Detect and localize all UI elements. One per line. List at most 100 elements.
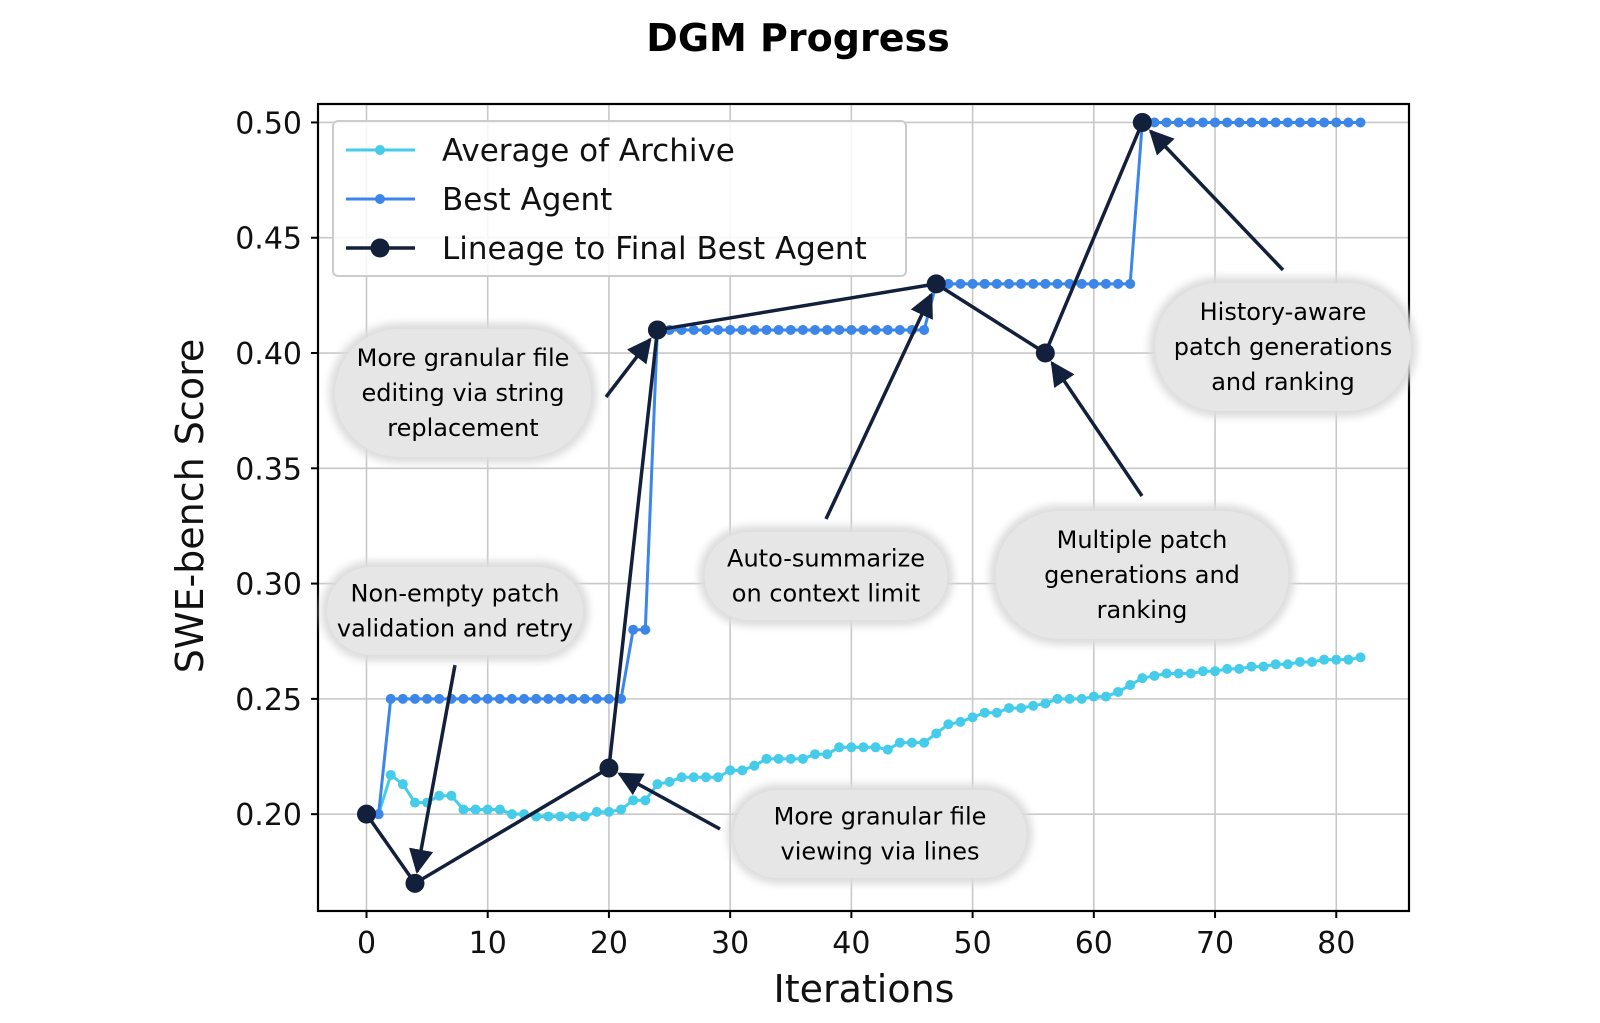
annotation-arrow — [617, 772, 721, 831]
series-layer — [356, 112, 1366, 893]
best-agent-point — [1246, 117, 1257, 128]
legend-label: Best Agent — [442, 182, 612, 218]
average-of-archive-point — [579, 811, 590, 822]
average-of-archive-point — [555, 811, 566, 822]
best-agent-point — [822, 324, 833, 335]
average-of-archive-point — [652, 779, 663, 790]
lineage-point — [356, 804, 376, 824]
lineage-point — [926, 274, 946, 294]
best-agent-point — [1234, 117, 1245, 128]
average-of-archive-point — [1222, 663, 1233, 674]
best-agent-point — [1331, 117, 1342, 128]
best-agent-point — [846, 324, 857, 335]
x-tick-label: 0 — [357, 926, 376, 961]
average-of-archive-point — [967, 712, 978, 723]
average-of-archive-point — [955, 716, 966, 727]
best-agent-point — [1100, 278, 1111, 289]
best-agent-point — [785, 324, 796, 335]
best-agent-point — [797, 324, 808, 335]
average-of-archive-point — [446, 790, 457, 801]
best-agent-point — [979, 278, 990, 289]
average-of-archive-point — [628, 795, 639, 806]
best-agent-point — [385, 693, 396, 704]
average-of-archive-point — [906, 737, 917, 748]
best-agent-point — [1016, 278, 1027, 289]
average-of-archive-point — [543, 811, 554, 822]
average-of-archive-point — [797, 753, 808, 764]
best-agent-point — [761, 324, 772, 335]
best-agent-point — [1343, 117, 1354, 128]
average-of-archive-point — [870, 742, 881, 753]
best-agent-point — [422, 693, 433, 704]
average-of-archive-point — [1125, 680, 1136, 691]
y-axis-label: SWE-bench Score — [168, 339, 212, 674]
annotation-text: More granular file — [357, 344, 570, 372]
average-of-archive-point — [931, 728, 942, 739]
average-of-archive-point — [1294, 656, 1305, 667]
average-of-archive-point — [385, 769, 396, 780]
best-agent-point — [640, 624, 651, 635]
average-of-archive-point — [846, 742, 857, 753]
series-line-best-agent — [377, 120, 1361, 815]
legend-marker — [375, 145, 385, 155]
annotation-text: generations and — [1044, 561, 1240, 589]
annotation: More granular file viewing via lines — [617, 772, 1033, 884]
tick-labels: 0 10 20 30 40 50 60 70 80 0.20 0.25 0.30 0.35 0.40 0.4… — [235, 106, 1355, 961]
average-of-archive-point — [713, 772, 724, 783]
best-agent-point — [1355, 117, 1366, 128]
best-agent-point — [543, 693, 554, 704]
average-of-archive-point — [700, 772, 711, 783]
best-agent-point — [725, 324, 736, 335]
best-agent-point — [1149, 117, 1160, 128]
average-of-archive-point — [737, 765, 748, 776]
annotation-arrow — [409, 664, 457, 874]
y-tick-label: 0.35 — [235, 452, 302, 487]
average-of-archive-point — [1052, 693, 1063, 704]
best-agent-point — [1113, 278, 1124, 289]
average-of-archive-point — [1355, 652, 1366, 663]
x-tick-label: 20 — [590, 926, 628, 961]
best-agent-point — [894, 324, 905, 335]
annotation-bubble — [335, 329, 591, 457]
average-of-archive-point — [1161, 668, 1172, 679]
average-of-archive-point — [1064, 693, 1075, 704]
best-agent-point — [713, 324, 724, 335]
average-of-archive-point — [664, 776, 675, 787]
best-agent-point — [943, 278, 954, 289]
legend-marker — [375, 194, 385, 204]
best-agent-point — [1028, 278, 1039, 289]
x-tick-label: 80 — [1317, 926, 1355, 961]
x-tick-label: 40 — [832, 926, 870, 961]
average-of-archive-point — [1331, 654, 1342, 665]
annotation-bubble — [704, 532, 948, 620]
average-of-archive-point — [834, 742, 845, 753]
legend: Average of Archive Best Agent Lineage to F… — [332, 120, 907, 277]
lineage-point — [1132, 112, 1152, 132]
average-of-archive-point — [688, 772, 699, 783]
best-agent-point — [373, 809, 384, 820]
annotation-text: validation and retry — [337, 615, 573, 643]
best-agent-point — [1222, 117, 1233, 128]
annotation-bubble — [733, 790, 1027, 878]
average-of-archive-point — [943, 719, 954, 730]
x-tick-label: 50 — [954, 926, 992, 961]
average-of-archive-point — [506, 809, 517, 820]
best-agent-point — [737, 324, 748, 335]
average-of-archive-point — [919, 737, 930, 748]
legend-label: Average of Archive — [442, 133, 735, 169]
lineage-point — [599, 758, 619, 778]
chart-title: DGM Progress — [646, 16, 949, 60]
average-of-archive-point — [1149, 670, 1160, 681]
best-agent-point — [870, 324, 881, 335]
best-agent-point — [397, 693, 408, 704]
best-agent-point — [967, 278, 978, 289]
best-agent-point — [834, 324, 845, 335]
annotation-text: editing via string — [362, 379, 565, 407]
best-agent-point — [434, 693, 445, 704]
best-agent-point — [579, 693, 590, 704]
average-of-archive-point — [1282, 659, 1293, 670]
y-tick-label: 0.40 — [235, 337, 302, 372]
average-of-archive-point — [749, 760, 760, 771]
average-of-archive-point — [603, 806, 614, 817]
average-of-archive-point — [882, 744, 893, 755]
